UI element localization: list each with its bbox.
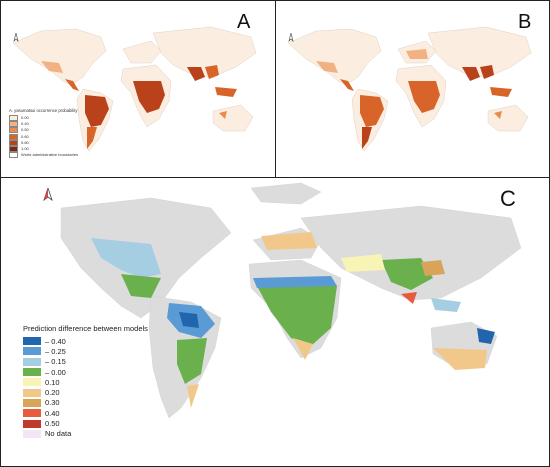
legend-c-label: – 0.15	[45, 357, 66, 367]
legend-c-swatch	[23, 337, 41, 346]
legend-c-item: 0.10	[23, 377, 148, 387]
legend-a-item: 0.00	[9, 115, 78, 122]
legend-a-swatch	[9, 133, 18, 140]
legend-a-label: 0.50	[21, 127, 29, 133]
legend-c-swatch	[23, 429, 41, 438]
legend-c-label: – 0.00	[45, 367, 66, 377]
legend-c-label: 0.30	[45, 398, 60, 408]
panel-b: B	[275, 0, 550, 178]
legend-c-swatch	[23, 398, 41, 407]
legend-a-item: 0.80	[9, 139, 78, 146]
legend-c-item: 0.50	[23, 418, 148, 428]
legend-c-swatch	[23, 388, 41, 397]
map-c	[60, 182, 522, 419]
legend-c-item: – 0.15	[23, 357, 148, 367]
legend-a-item: 0.60	[9, 133, 78, 140]
legend-c-swatch	[23, 357, 41, 366]
legend-c-title: Prediction difference between models	[23, 324, 148, 333]
legend-a-label: 0.40	[21, 121, 29, 127]
legend-c-label: No data	[45, 429, 72, 439]
legend-a-boundary-swatch	[9, 152, 18, 159]
legend-a-swatch	[9, 127, 18, 134]
panel-c: C	[0, 177, 550, 467]
legend-c: Prediction difference between models – 0…	[23, 324, 148, 439]
legend-c-item: – 0.25	[23, 346, 148, 356]
legend-a-swatch	[9, 115, 18, 122]
legend-a-label: 0.00	[21, 115, 29, 121]
legend-a-boundary: World administrative boundaries	[9, 152, 79, 159]
legend-a-swatch	[9, 139, 18, 146]
compass-rose-icon	[43, 188, 53, 202]
legend-a-swatch	[9, 121, 18, 128]
legend-a-boundary-label: World administrative boundaries	[21, 152, 79, 158]
map-b	[287, 26, 532, 152]
legend-a-swatch	[9, 146, 18, 153]
compass-rose-icon	[13, 33, 19, 42]
legend-c-item: – 0.00	[23, 367, 148, 377]
panel-b-label: B	[518, 11, 532, 33]
legend-c-label: 0.20	[45, 388, 60, 398]
legend-c-swatch	[23, 368, 41, 377]
legend-a: A. yasumatsui occurrence probability 0.0…	[9, 108, 79, 159]
panel-c-label: C	[500, 186, 516, 211]
legend-c-swatch	[23, 347, 41, 356]
legend-c-item: 0.20	[23, 387, 148, 397]
legend-a-item: 0.40	[9, 121, 78, 128]
legend-a-label: 0.60	[21, 133, 29, 139]
legend-c-item: 0.40	[23, 408, 148, 418]
legend-c-swatch	[23, 409, 41, 418]
legend-c-item: No data	[23, 429, 148, 439]
legend-c-item: – 0.40	[23, 336, 148, 346]
legend-a-item: 0.50	[9, 127, 78, 134]
legend-c-label: 0.40	[45, 408, 60, 418]
legend-c-swatch	[23, 419, 41, 428]
legend-c-swatch	[23, 378, 41, 387]
map-a	[12, 26, 257, 152]
legend-c-label: – 0.25	[45, 346, 66, 356]
legend-a-title: A. yasumatsui occurrence probability	[9, 108, 78, 113]
compass-rose-icon	[288, 33, 294, 42]
legend-a-label: 0.80	[21, 139, 29, 145]
legend-c-label: 0.50	[45, 419, 60, 429]
legend-c-label: – 0.40	[45, 336, 66, 346]
legend-a-label: 1.00	[21, 146, 29, 152]
panel-a: A A. yasumatsui occurrence probability	[0, 0, 276, 178]
legend-a-item: 1.00	[9, 146, 78, 153]
panel-a-label: A	[237, 11, 251, 33]
legend-c-label: 0.10	[45, 377, 60, 387]
legend-c-item: 0.30	[23, 398, 148, 408]
